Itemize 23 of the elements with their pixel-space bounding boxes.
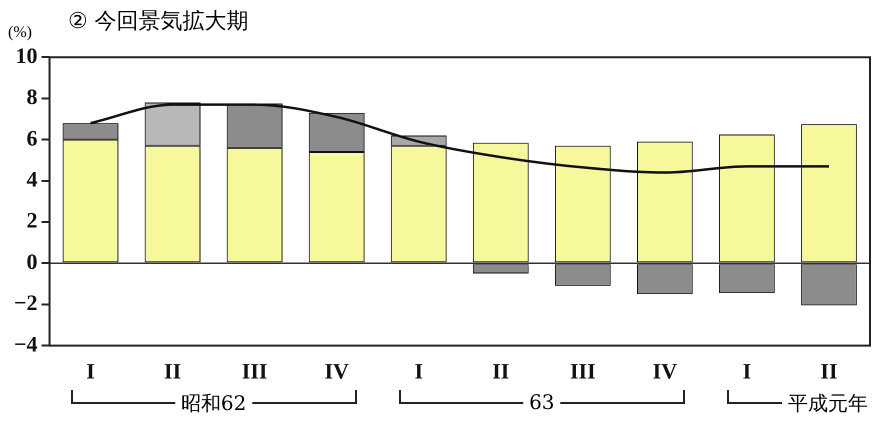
y-tick-label: 0 [26,248,38,274]
y-tick-label: 6 [26,125,38,150]
x-tick-label: III [242,358,268,384]
y-tick-label: 2 [26,208,38,233]
x-tick-label: II [492,358,510,384]
x-tick-label: I [414,358,424,384]
y-tick-label: −4 [14,331,38,356]
chart-title: ② 今回景気拡大期 [68,8,249,36]
x-tick-label: III [570,358,596,384]
x-tick-label: IV [324,358,350,384]
x-tick-label: IV [652,358,678,384]
text: 昭和62 [174,390,252,417]
x-tick-label: II [164,358,182,384]
y-tick-label: −2 [14,290,38,316]
y-axis-title: (%) [8,24,32,42]
text: 平成元年 [782,390,874,417]
x-tick-label: II [820,358,838,384]
y-tick-label: 8 [26,84,38,110]
x-tick-label: I [86,358,95,384]
text: 63 [523,390,561,414]
x-tick-label: I [742,358,752,384]
y-tick-label: 10 [16,42,38,68]
y-tick-label: 4 [26,166,38,192]
